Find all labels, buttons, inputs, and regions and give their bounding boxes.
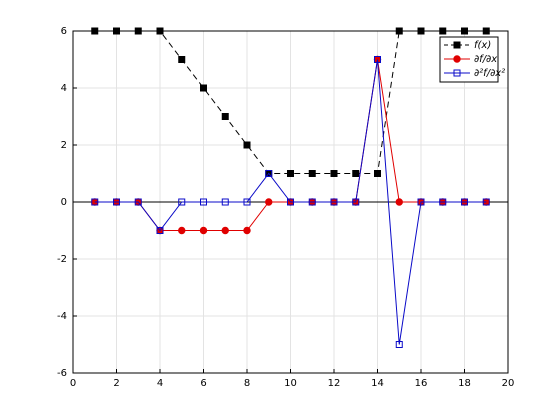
x-tick-label: 0 (70, 378, 76, 389)
marker (265, 198, 273, 206)
y-tick-label: 4 (61, 83, 67, 94)
marker (439, 198, 447, 206)
marker (461, 198, 468, 206)
marker (134, 27, 142, 35)
y-tick-label: 2 (61, 140, 67, 151)
marker (91, 198, 99, 206)
marker (330, 170, 338, 177)
marker (91, 27, 99, 35)
marker (439, 27, 447, 35)
marker (243, 198, 251, 206)
x-tick-label: 10 (284, 378, 297, 389)
marker (243, 226, 251, 235)
marker (178, 198, 186, 206)
marker (221, 113, 229, 120)
y-tick-label: -2 (57, 254, 67, 265)
marker (417, 198, 425, 206)
marker (395, 198, 403, 206)
series-line (94, 59, 487, 345)
marker (352, 170, 360, 177)
marker (308, 198, 316, 206)
marker (374, 170, 381, 177)
marker (417, 27, 425, 35)
y-tick-label: 0 (61, 197, 67, 208)
marker (200, 84, 207, 92)
marker (221, 198, 229, 206)
marker (221, 226, 229, 235)
marker (178, 226, 186, 235)
x-tick-label: 2 (113, 378, 119, 389)
marker (243, 141, 251, 149)
marker (287, 198, 294, 206)
marker (113, 198, 120, 206)
x-tick-label: 14 (371, 378, 384, 389)
marker (113, 27, 120, 35)
marker (395, 341, 403, 348)
legend-marker (453, 55, 461, 63)
marker (199, 226, 208, 235)
x-tick-label: 8 (244, 378, 250, 389)
marker (156, 227, 164, 234)
marker (374, 56, 381, 63)
y-tick-label: -6 (57, 368, 67, 379)
legend-label: ∂f/∂x (474, 54, 497, 65)
x-tick-label: 4 (157, 378, 163, 389)
legend-marker (453, 41, 461, 49)
marker (461, 27, 468, 35)
marker (178, 56, 186, 63)
legend-label: f(x) (474, 40, 491, 51)
marker (287, 170, 294, 177)
marker (134, 198, 142, 206)
x-tick-label: 12 (328, 378, 341, 389)
x-tick-label: 18 (458, 378, 471, 389)
y-tick-label: -4 (57, 311, 67, 322)
marker (330, 198, 338, 206)
legend-marker (453, 69, 461, 77)
marker (308, 170, 316, 177)
y-tick-label: 6 (61, 26, 67, 37)
x-tick-label: 6 (200, 378, 206, 389)
marker (482, 198, 490, 206)
x-tick-label: 20 (502, 378, 515, 389)
marker (156, 27, 164, 35)
marker (352, 198, 360, 206)
legend-label: ∂²f/∂x² (474, 68, 505, 79)
marker (395, 27, 403, 35)
x-tick-label: 16 (415, 378, 428, 389)
axes-box (72, 30, 509, 374)
marker (482, 27, 490, 35)
marker (200, 198, 207, 206)
marker (265, 170, 273, 177)
